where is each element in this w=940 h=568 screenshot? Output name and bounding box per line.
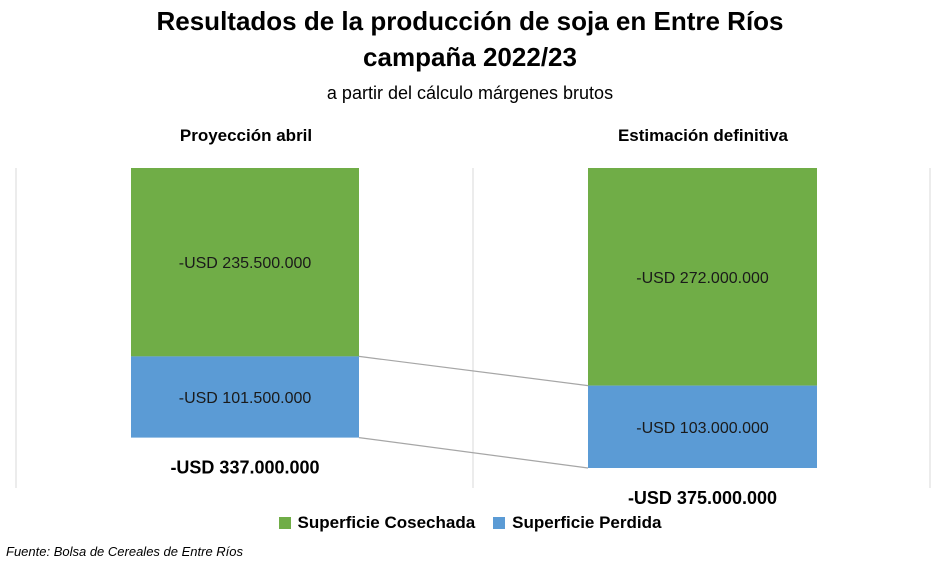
data-label-cosechada-0: -USD 235.500.000 bbox=[179, 255, 312, 272]
series-line-1 bbox=[358, 355, 589, 387]
legend-swatch-cosechada bbox=[278, 517, 291, 529]
bar-perdida-0 bbox=[131, 356, 359, 438]
total-label-1: -USD 375.000.000 bbox=[628, 488, 777, 508]
total-label-0: -USD 337.000.000 bbox=[170, 458, 319, 478]
legend-item-cosechada: Superficie Cosechada bbox=[278, 513, 476, 533]
data-label-perdida-0: -USD 101.500.000 bbox=[179, 390, 312, 407]
legend-item-perdida: Superficie Perdida bbox=[493, 513, 661, 533]
data-label-cosechada-1: -USD 272.000.000 bbox=[636, 270, 769, 287]
bar-cosechada-1 bbox=[588, 168, 817, 386]
source-note: Fuente: Bolsa de Cereales de Entre Ríos bbox=[6, 544, 244, 559]
category-label-estimacion: Estimación definitiva bbox=[617, 126, 789, 145]
category-label-proyeccion: Proyección abril bbox=[179, 126, 313, 145]
legend-label-perdida: Superficie Perdida bbox=[512, 513, 662, 532]
bar-perdida-1 bbox=[588, 385, 817, 468]
bar-cosechada-0 bbox=[131, 168, 359, 357]
chart-title-line1: Resultados de la producción de soja en E… bbox=[156, 6, 784, 36]
data-label-perdida-1: -USD 103.000.000 bbox=[636, 420, 769, 437]
legend-swatch-perdida bbox=[493, 517, 506, 529]
series-line-2 bbox=[358, 437, 589, 469]
legend: Superficie Cosechada Superficie Perdida bbox=[0, 513, 940, 533]
chart-title-line2: campaña 2022/23 bbox=[363, 42, 577, 72]
chart-subtitle: a partir del cálculo márgenes brutos bbox=[326, 83, 614, 103]
legend-label-cosechada: Superficie Cosechada bbox=[297, 513, 476, 532]
